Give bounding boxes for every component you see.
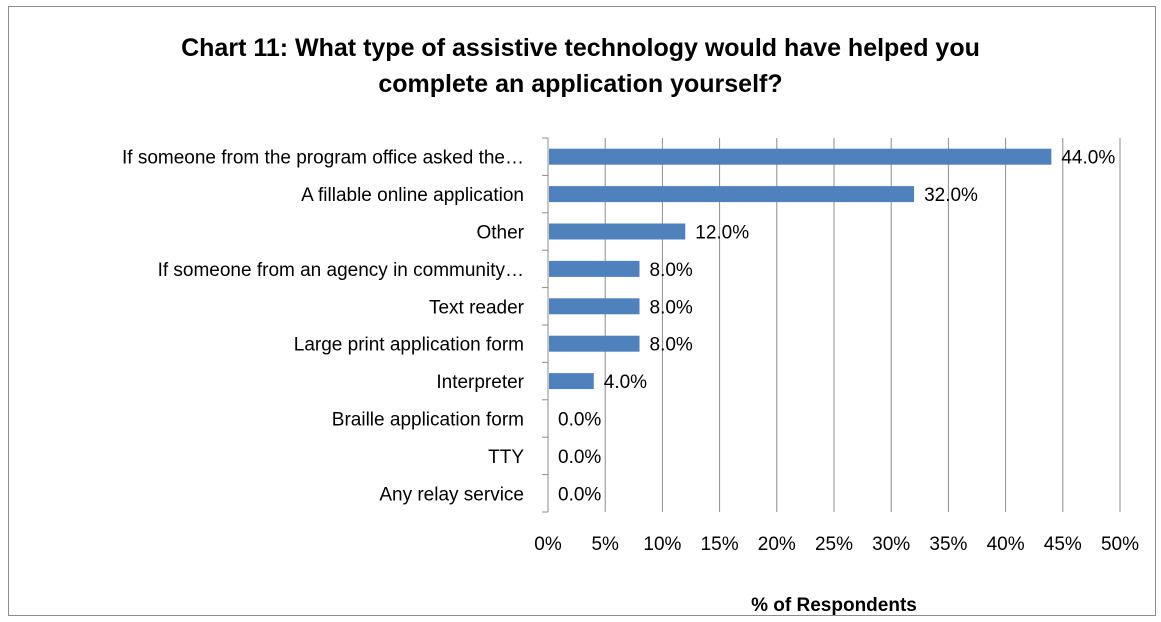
bar bbox=[549, 223, 686, 240]
category-label: Large print application form bbox=[294, 335, 524, 356]
x-tick-label: 10% bbox=[643, 534, 681, 555]
chart-title-line-1: Chart 11: What type of assistive technol… bbox=[181, 34, 980, 62]
bar bbox=[549, 260, 640, 277]
category-labels: If someone from the program office asked… bbox=[122, 148, 525, 506]
bar bbox=[549, 186, 915, 203]
x-tick-label: 0% bbox=[534, 534, 562, 555]
chart-title: Chart 11: What type of assistive technol… bbox=[0, 30, 1161, 102]
category-label: If someone from the program office asked… bbox=[122, 148, 524, 169]
chart-title-line-2: complete an application yourself? bbox=[378, 70, 783, 98]
x-tick-label: 20% bbox=[758, 534, 796, 555]
bars bbox=[549, 148, 1052, 390]
x-tick-label: 50% bbox=[1101, 534, 1139, 555]
x-tick-label: 40% bbox=[987, 534, 1025, 555]
x-tick-label: 15% bbox=[701, 534, 739, 555]
category-label: Any relay service bbox=[379, 484, 524, 505]
data-label: 8.0% bbox=[650, 335, 693, 356]
bar bbox=[549, 335, 640, 352]
data-label: 8.0% bbox=[650, 297, 693, 318]
category-label: Other bbox=[476, 223, 524, 244]
data-label: 4.0% bbox=[604, 372, 647, 393]
x-tick-label: 45% bbox=[1044, 534, 1082, 555]
x-tick-label: 30% bbox=[872, 534, 910, 555]
category-label: Braille application form bbox=[332, 410, 524, 431]
x-axis-title: % of Respondents bbox=[751, 595, 917, 616]
category-label: TTY bbox=[488, 447, 524, 468]
category-label: If someone from an agency in community… bbox=[158, 260, 524, 281]
data-label: 8.0% bbox=[650, 260, 693, 281]
x-tick-label: 5% bbox=[591, 534, 619, 555]
data-label: 0.0% bbox=[558, 484, 601, 505]
bar bbox=[549, 148, 1052, 165]
x-tick-label: 25% bbox=[815, 534, 853, 555]
category-label: Text reader bbox=[429, 297, 525, 318]
value-axis: 0% 5% 10% 15% 20% 25% 30% 35% 40% 45% 50% bbox=[534, 137, 1139, 555]
data-label: 0.0% bbox=[558, 447, 601, 468]
data-label: 44.0% bbox=[1061, 148, 1115, 169]
category-label: A fillable online application bbox=[301, 185, 524, 206]
bar bbox=[549, 298, 640, 315]
x-tick-label: 35% bbox=[929, 534, 967, 555]
data-label: 0.0% bbox=[558, 410, 601, 431]
bar bbox=[549, 373, 594, 390]
data-label: 32.0% bbox=[924, 185, 978, 206]
data-label: 12.0% bbox=[695, 223, 749, 244]
data-labels: 44.0%32.0%12.0%8.0%8.0%8.0%4.0%0.0%0.0%0… bbox=[558, 148, 1115, 506]
category-label: Interpreter bbox=[436, 372, 524, 393]
